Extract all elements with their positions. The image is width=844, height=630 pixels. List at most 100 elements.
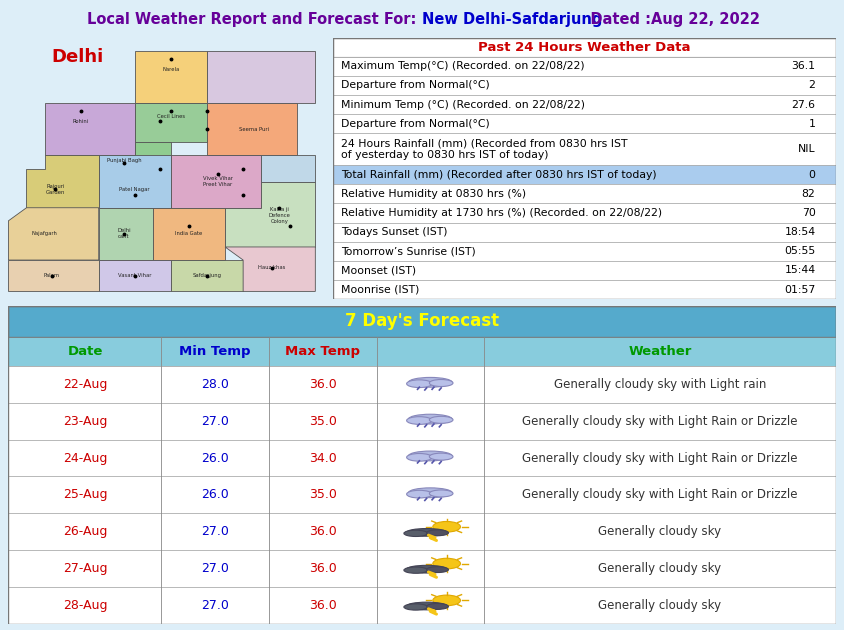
Text: Generally cloudy sky: Generally cloudy sky <box>598 562 722 575</box>
Text: Generally cloudy sky with Light Rain or Drizzle: Generally cloudy sky with Light Rain or … <box>522 452 798 464</box>
Text: Date: Date <box>68 345 103 358</box>
Ellipse shape <box>408 488 452 498</box>
Text: Rohini: Rohini <box>73 119 89 124</box>
Text: 36.0: 36.0 <box>309 378 337 391</box>
Ellipse shape <box>407 565 446 573</box>
Polygon shape <box>8 260 99 292</box>
FancyBboxPatch shape <box>8 550 836 587</box>
Text: Max Temp: Max Temp <box>285 345 360 358</box>
Text: Rajouri
Garden: Rajouri Garden <box>46 184 65 195</box>
Text: Delhi
cant: Delhi cant <box>117 229 131 239</box>
FancyBboxPatch shape <box>8 338 836 366</box>
Text: 15:44: 15:44 <box>784 265 815 275</box>
Ellipse shape <box>404 567 428 573</box>
Text: 1: 1 <box>809 118 815 129</box>
Text: 27-Aug: 27-Aug <box>62 562 107 575</box>
Text: 35.0: 35.0 <box>309 488 337 501</box>
Polygon shape <box>261 156 316 181</box>
Text: Min Temp: Min Temp <box>180 345 251 358</box>
FancyBboxPatch shape <box>333 203 836 222</box>
Polygon shape <box>135 103 207 142</box>
Polygon shape <box>225 181 316 247</box>
Ellipse shape <box>404 530 428 537</box>
Text: Relative Humidity at 0830 hrs (%): Relative Humidity at 0830 hrs (%) <box>341 189 526 198</box>
Text: India Gate: India Gate <box>176 231 203 236</box>
Text: Moonrise (IST): Moonrise (IST) <box>341 285 419 295</box>
Text: Local Weather Report and Forecast For:: Local Weather Report and Forecast For: <box>88 12 422 27</box>
Ellipse shape <box>407 416 432 425</box>
Text: 27.0: 27.0 <box>201 562 230 575</box>
Text: Kalka ji
Defence
Colony: Kalka ji Defence Colony <box>268 207 290 224</box>
FancyBboxPatch shape <box>333 165 836 184</box>
Polygon shape <box>99 142 170 169</box>
Text: 28.0: 28.0 <box>201 378 230 391</box>
Ellipse shape <box>430 416 453 423</box>
Text: Najafgarh: Najafgarh <box>31 231 57 236</box>
Text: Generally cloudy sky: Generally cloudy sky <box>598 525 722 538</box>
Ellipse shape <box>408 451 452 461</box>
Text: Punjabi Bagh: Punjabi Bagh <box>106 158 141 163</box>
Ellipse shape <box>404 604 428 610</box>
FancyBboxPatch shape <box>8 587 836 624</box>
Polygon shape <box>170 260 243 292</box>
Text: Seema Puri: Seema Puri <box>239 127 269 132</box>
FancyBboxPatch shape <box>333 261 836 280</box>
FancyBboxPatch shape <box>8 440 836 476</box>
FancyBboxPatch shape <box>8 476 836 513</box>
Text: Relative Humidity at 1730 hrs (%) (Recorded. on 22/08/22): Relative Humidity at 1730 hrs (%) (Recor… <box>341 208 662 218</box>
Text: 27.0: 27.0 <box>201 598 230 612</box>
Polygon shape <box>45 103 135 156</box>
Text: Generally cloudy sky with Light Rain or Drizzle: Generally cloudy sky with Light Rain or … <box>522 488 798 501</box>
Polygon shape <box>207 51 316 103</box>
Text: Total Rainfall (mm) (Recorded after 0830 hrs IST of today): Total Rainfall (mm) (Recorded after 0830… <box>341 169 657 180</box>
Text: NIL: NIL <box>798 144 815 154</box>
Ellipse shape <box>407 454 432 461</box>
Polygon shape <box>135 51 207 103</box>
Text: Generally cloudy sky with Light Rain or Drizzle: Generally cloudy sky with Light Rain or … <box>522 415 798 428</box>
Text: Generally cloudy sky with Light rain: Generally cloudy sky with Light rain <box>554 378 766 391</box>
Text: Minimum Temp (°C) (Recorded. on 22/08/22): Minimum Temp (°C) (Recorded. on 22/08/22… <box>341 100 585 110</box>
Polygon shape <box>99 208 153 260</box>
FancyBboxPatch shape <box>333 134 836 165</box>
Text: Cecil Lines: Cecil Lines <box>157 114 185 118</box>
Ellipse shape <box>430 490 453 497</box>
Polygon shape <box>153 208 225 260</box>
Circle shape <box>433 595 461 605</box>
FancyBboxPatch shape <box>333 222 836 242</box>
Text: 26.0: 26.0 <box>202 452 229 464</box>
Ellipse shape <box>407 602 446 610</box>
Text: Departure from Normal(°C): Departure from Normal(°C) <box>341 118 490 129</box>
FancyBboxPatch shape <box>333 280 836 299</box>
Text: 7 Day's Forecast: 7 Day's Forecast <box>345 312 499 331</box>
Text: 36.0: 36.0 <box>309 562 337 575</box>
Polygon shape <box>225 247 316 292</box>
Text: 27.0: 27.0 <box>201 525 230 538</box>
Text: 24 Hours Rainfall (mm) (Recorded from 0830 hrs IST
of yesterday to 0830 hrs IST : 24 Hours Rainfall (mm) (Recorded from 08… <box>341 139 627 160</box>
Text: Departure from Normal(°C): Departure from Normal(°C) <box>341 81 490 90</box>
Polygon shape <box>8 208 99 260</box>
Text: 01:57: 01:57 <box>784 285 815 295</box>
Text: Tomorrow’s Sunrise (IST): Tomorrow’s Sunrise (IST) <box>341 246 476 256</box>
Ellipse shape <box>430 379 453 386</box>
Text: Maximum Temp(°C) (Recorded. on 22/08/22): Maximum Temp(°C) (Recorded. on 22/08/22) <box>341 61 585 71</box>
Ellipse shape <box>407 490 432 498</box>
Text: 27.6: 27.6 <box>792 100 815 110</box>
Text: 26-Aug: 26-Aug <box>62 525 107 538</box>
Text: 23-Aug: 23-Aug <box>62 415 107 428</box>
Text: 22-Aug: 22-Aug <box>62 378 107 391</box>
FancyBboxPatch shape <box>8 306 836 338</box>
Ellipse shape <box>408 415 452 424</box>
Text: 35.0: 35.0 <box>309 415 337 428</box>
Text: 25-Aug: 25-Aug <box>62 488 107 501</box>
Text: Vasant Vihar: Vasant Vihar <box>118 273 152 278</box>
Ellipse shape <box>407 529 446 536</box>
FancyBboxPatch shape <box>8 366 836 403</box>
Ellipse shape <box>426 566 448 573</box>
Text: 0: 0 <box>809 169 815 180</box>
FancyBboxPatch shape <box>8 403 836 440</box>
Polygon shape <box>99 156 170 208</box>
Text: 2: 2 <box>809 81 815 90</box>
Ellipse shape <box>430 453 453 460</box>
Polygon shape <box>26 156 99 208</box>
Text: Generally cloudy sky: Generally cloudy sky <box>598 598 722 612</box>
